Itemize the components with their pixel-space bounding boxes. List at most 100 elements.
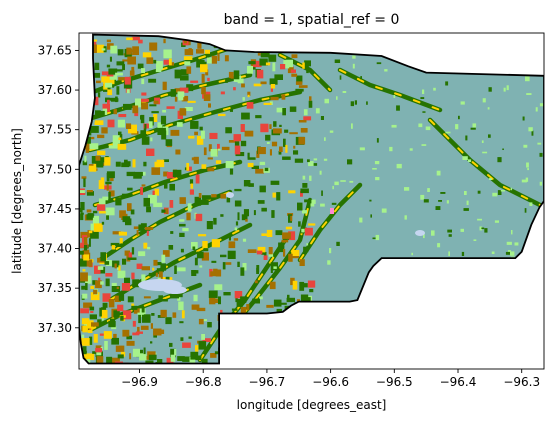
field-patch (138, 251, 146, 257)
field-patch (134, 171, 143, 177)
field-patch (307, 159, 310, 163)
field-patch (118, 292, 125, 301)
field-patch (266, 142, 270, 144)
field-patch (506, 85, 509, 91)
field-patch (131, 272, 135, 280)
field-patch (303, 116, 312, 121)
field-patch (172, 169, 182, 178)
field-patch (303, 246, 309, 253)
field-patch (266, 229, 273, 237)
y-tick-label: 37.55 (38, 123, 72, 137)
field-patch (209, 297, 216, 305)
field-patch (132, 332, 140, 336)
field-patch (95, 345, 102, 351)
field-patch (92, 280, 98, 285)
field-patch (291, 54, 298, 59)
field-patch (163, 59, 172, 65)
field-patch (85, 146, 90, 153)
field-patch (226, 197, 231, 203)
field-patch (90, 126, 99, 133)
field-patch (269, 78, 278, 85)
field-patch (86, 359, 91, 364)
field-patch (186, 163, 190, 171)
field-patch (321, 190, 323, 196)
field-patch (166, 106, 175, 109)
field-patch (477, 190, 481, 194)
field-patch (186, 84, 194, 92)
field-patch (141, 136, 150, 145)
field-patch (92, 215, 99, 224)
field-patch (189, 189, 194, 195)
field-patch (295, 88, 304, 92)
field-patch (220, 309, 223, 313)
field-patch (279, 245, 285, 253)
cropland-strip (84, 74, 251, 121)
field-patch (228, 71, 234, 79)
field-patch (177, 91, 185, 98)
field-patch (465, 135, 468, 141)
field-patch (80, 258, 87, 267)
field-patch (287, 294, 290, 302)
y-axis: 37.30 37.35 37.40 37.45 37.50 37.55 37.60 37.65 (38, 43, 79, 335)
field-patch (220, 193, 226, 199)
field-patch (88, 165, 97, 172)
field-patch (211, 260, 217, 263)
field-patch (96, 160, 104, 168)
y-tick-label: 37.65 (38, 43, 72, 57)
field-patch (253, 64, 262, 68)
x-tick-label: −96.7 (249, 375, 286, 389)
field-patch (182, 356, 191, 362)
field-patch (312, 163, 318, 166)
field-patch (180, 337, 184, 341)
field-patch (502, 148, 504, 150)
field-patch (166, 357, 174, 364)
field-patch (124, 277, 130, 285)
field-patch (120, 351, 126, 357)
field-patch (200, 199, 209, 205)
field-patch (80, 202, 85, 211)
field-patch (229, 109, 233, 112)
field-patch (376, 62, 382, 65)
field-patch (96, 356, 104, 363)
field-patch (85, 283, 88, 291)
field-patch (208, 103, 211, 108)
field-patch (477, 218, 482, 221)
field-patch (116, 69, 123, 72)
field-patch (112, 135, 121, 144)
field-patch (115, 197, 122, 206)
field-patch (111, 286, 121, 292)
field-patch (448, 251, 450, 256)
field-patch (257, 147, 266, 155)
field-patch (511, 230, 513, 235)
field-patch (184, 107, 193, 111)
field-patch (466, 200, 469, 205)
field-patch (190, 351, 199, 360)
field-patch (481, 227, 485, 230)
field-patch (85, 320, 94, 329)
field-patch (161, 130, 167, 140)
field-patch (270, 269, 273, 273)
field-patch (273, 266, 277, 269)
field-patch (223, 292, 231, 296)
field-patch (276, 107, 284, 113)
field-patch (136, 230, 139, 236)
field-patch (169, 342, 173, 347)
field-patch (203, 147, 207, 156)
field-patch (423, 199, 429, 203)
field-patch (97, 266, 106, 274)
y-tick-label: 37.45 (38, 202, 72, 216)
field-patch (396, 105, 400, 111)
field-patch (350, 101, 354, 107)
field-patch (375, 177, 380, 181)
field-patch (275, 230, 283, 236)
field-patch (143, 347, 146, 355)
field-patch (101, 48, 106, 51)
field-patch (291, 256, 299, 259)
field-patch (391, 124, 397, 128)
field-patch (130, 209, 135, 215)
field-patch (149, 42, 158, 51)
field-patch (152, 190, 155, 195)
field-patch (510, 251, 515, 256)
field-patch (191, 304, 200, 310)
field-patch (102, 293, 111, 302)
